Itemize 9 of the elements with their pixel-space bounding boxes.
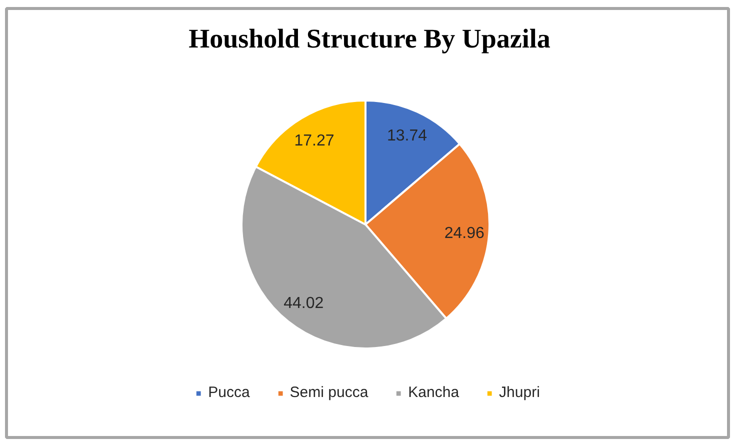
legend-label: Jhupri: [499, 384, 540, 401]
data-label: 44.02: [284, 295, 324, 312]
legend-label: Kancha: [408, 384, 460, 401]
data-label: 13.74: [386, 127, 428, 144]
legend-label: Semi pucca: [290, 384, 368, 401]
legend-label: Pucca: [208, 384, 250, 401]
chart-title: Houshold Structure By Upazila: [188, 24, 551, 54]
data-label: 17.27: [294, 132, 334, 150]
data-label: 24.96: [444, 225, 485, 242]
